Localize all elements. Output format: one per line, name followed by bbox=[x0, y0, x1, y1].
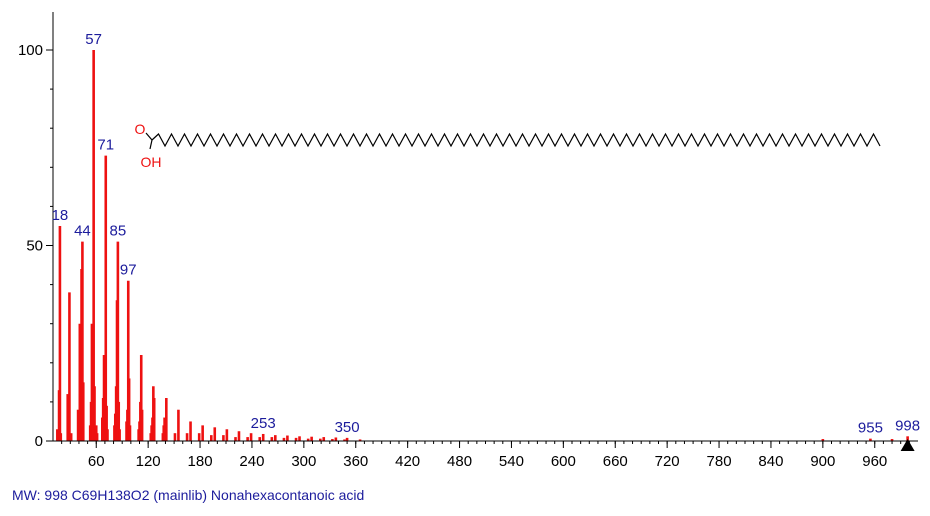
carbonyl-bond bbox=[145, 132, 153, 141]
hydroxyl-bond bbox=[149, 139, 153, 150]
y-tick-label: 0 bbox=[35, 433, 43, 450]
peak-label-253: 253 bbox=[251, 415, 276, 432]
x-tick-label: 960 bbox=[862, 453, 887, 470]
peak-label-97: 97 bbox=[120, 262, 137, 279]
x-tick-label: 360 bbox=[343, 453, 368, 470]
x-tick-label: 180 bbox=[188, 453, 213, 470]
x-tick-label: 720 bbox=[655, 453, 680, 470]
alkyl-chain-zigzag bbox=[151, 132, 881, 148]
x-tick-label: 60 bbox=[88, 453, 105, 470]
peak-label-18: 18 bbox=[52, 207, 69, 224]
molecule-structure-drawing: O OH bbox=[135, 121, 881, 170]
peak-label-57: 57 bbox=[85, 31, 102, 48]
peak-label-998: 998 bbox=[895, 417, 920, 434]
carbonyl-oxygen-label: O bbox=[135, 121, 146, 137]
peak-label-350: 350 bbox=[335, 419, 360, 436]
peak-label-85: 85 bbox=[110, 223, 127, 240]
x-tick-label: 780 bbox=[707, 453, 732, 470]
peak-label-71: 71 bbox=[97, 137, 114, 154]
compound-caption: MW: 998 C69H138O2 (mainlib) Nonahexacont… bbox=[12, 487, 365, 503]
peak-bars bbox=[56, 50, 909, 441]
x-tick-label: 300 bbox=[291, 453, 316, 470]
x-tick-label: 120 bbox=[136, 453, 161, 470]
x-tick-label: 840 bbox=[758, 453, 783, 470]
y-tick-label: 50 bbox=[26, 238, 43, 255]
x-tick-label: 900 bbox=[810, 453, 835, 470]
hydroxyl-label: OH bbox=[141, 154, 162, 170]
peak-labels: 18 44 57 71 85 97 253 350 955 998 bbox=[52, 31, 921, 437]
x-tick-label: 540 bbox=[499, 453, 524, 470]
peak-label-44: 44 bbox=[74, 223, 91, 240]
x-tick-label: 480 bbox=[447, 453, 472, 470]
x-tick-label: 600 bbox=[551, 453, 576, 470]
x-tick-label: 240 bbox=[239, 453, 264, 470]
x-tick-label: 420 bbox=[395, 453, 420, 470]
y-tick-label: 100 bbox=[18, 42, 43, 59]
molecular-ion-marker bbox=[900, 439, 915, 451]
x-tick-label: 660 bbox=[603, 453, 628, 470]
peak-label-955: 955 bbox=[858, 420, 883, 437]
axes: 60 120 180 240 300 360 420 480 540 600 660 720 780 84… bbox=[18, 12, 918, 470]
